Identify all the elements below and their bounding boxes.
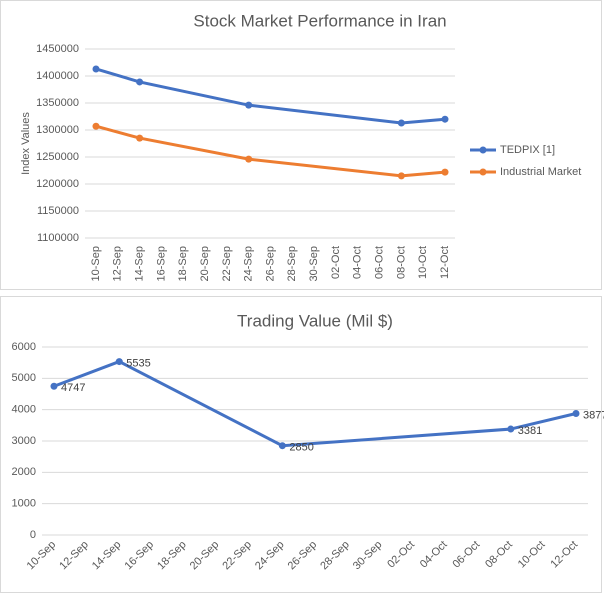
data-point: [245, 101, 253, 109]
x-tick-label: 02-Oct: [330, 246, 342, 279]
y-tick-label: 5000: [12, 372, 36, 384]
y-tick-label: 1000: [12, 498, 36, 510]
data-point: [92, 122, 100, 130]
data-label: 2850: [289, 442, 313, 454]
x-tick-label: 04-Oct: [352, 246, 364, 279]
y-tick-label: 6000: [12, 341, 36, 353]
data-point: [278, 442, 286, 450]
legend-marker: [479, 168, 487, 176]
y-tick-label: 1250000: [36, 151, 79, 163]
data-label: 3381: [518, 425, 542, 437]
x-tick-label: 06-Oct: [373, 246, 385, 279]
data-label: 3877: [583, 409, 604, 421]
x-tick-label: 12-Oct: [439, 246, 451, 279]
x-tick-label: 08-Oct: [395, 246, 407, 279]
data-point: [50, 382, 58, 390]
x-tick-label: 22-Sep: [221, 246, 233, 281]
x-tick-label: 26-Sep: [264, 246, 276, 281]
y-tick-label: 1300000: [36, 124, 79, 136]
data-point: [115, 358, 123, 366]
y-tick-label: 1450000: [36, 43, 79, 55]
data-point: [572, 410, 580, 418]
y-tick-label: 4000: [12, 404, 36, 416]
y-tick-label: 1400000: [36, 70, 79, 82]
data-point: [245, 155, 253, 163]
x-tick-label: 12-Sep: [112, 246, 124, 281]
y-tick-label: 3000: [12, 435, 36, 447]
x-tick-label: 10-Sep: [90, 246, 102, 281]
chart-title: Trading Value (Mil $): [237, 311, 393, 330]
x-tick-label: 20-Sep: [199, 246, 211, 281]
data-point: [441, 115, 449, 123]
x-tick-label: 30-Sep: [308, 246, 320, 281]
x-tick-label: 16-Sep: [155, 246, 167, 281]
data-label: 5535: [126, 357, 150, 369]
y-axis-label: Index Values: [20, 112, 32, 175]
x-tick-label: 18-Sep: [177, 246, 189, 281]
x-tick-label: 14-Sep: [134, 246, 146, 281]
y-tick-label: 2000: [12, 466, 36, 478]
y-tick-label: 1150000: [37, 205, 79, 217]
data-point: [92, 65, 100, 73]
legend-label: Industrial Market: [500, 166, 581, 178]
legend-marker: [479, 146, 487, 154]
data-point: [136, 134, 144, 142]
y-tick-label: 1100000: [37, 232, 79, 244]
y-tick-label: 0: [30, 529, 36, 541]
data-point: [397, 172, 405, 180]
data-label: 4747: [61, 382, 85, 394]
data-point: [441, 168, 449, 176]
x-tick-label: 28-Sep: [286, 246, 298, 281]
x-tick-label: 10-Oct: [417, 246, 429, 279]
chart-title: Stock Market Performance in Iran: [193, 11, 446, 30]
y-tick-label: 1200000: [36, 178, 79, 190]
data-point: [136, 78, 144, 86]
data-point: [397, 119, 405, 127]
legend-label: TEDPIX [1]: [500, 144, 555, 156]
data-point: [507, 425, 515, 433]
x-tick-label: 24-Sep: [243, 246, 255, 281]
y-tick-label: 1350000: [36, 97, 79, 109]
